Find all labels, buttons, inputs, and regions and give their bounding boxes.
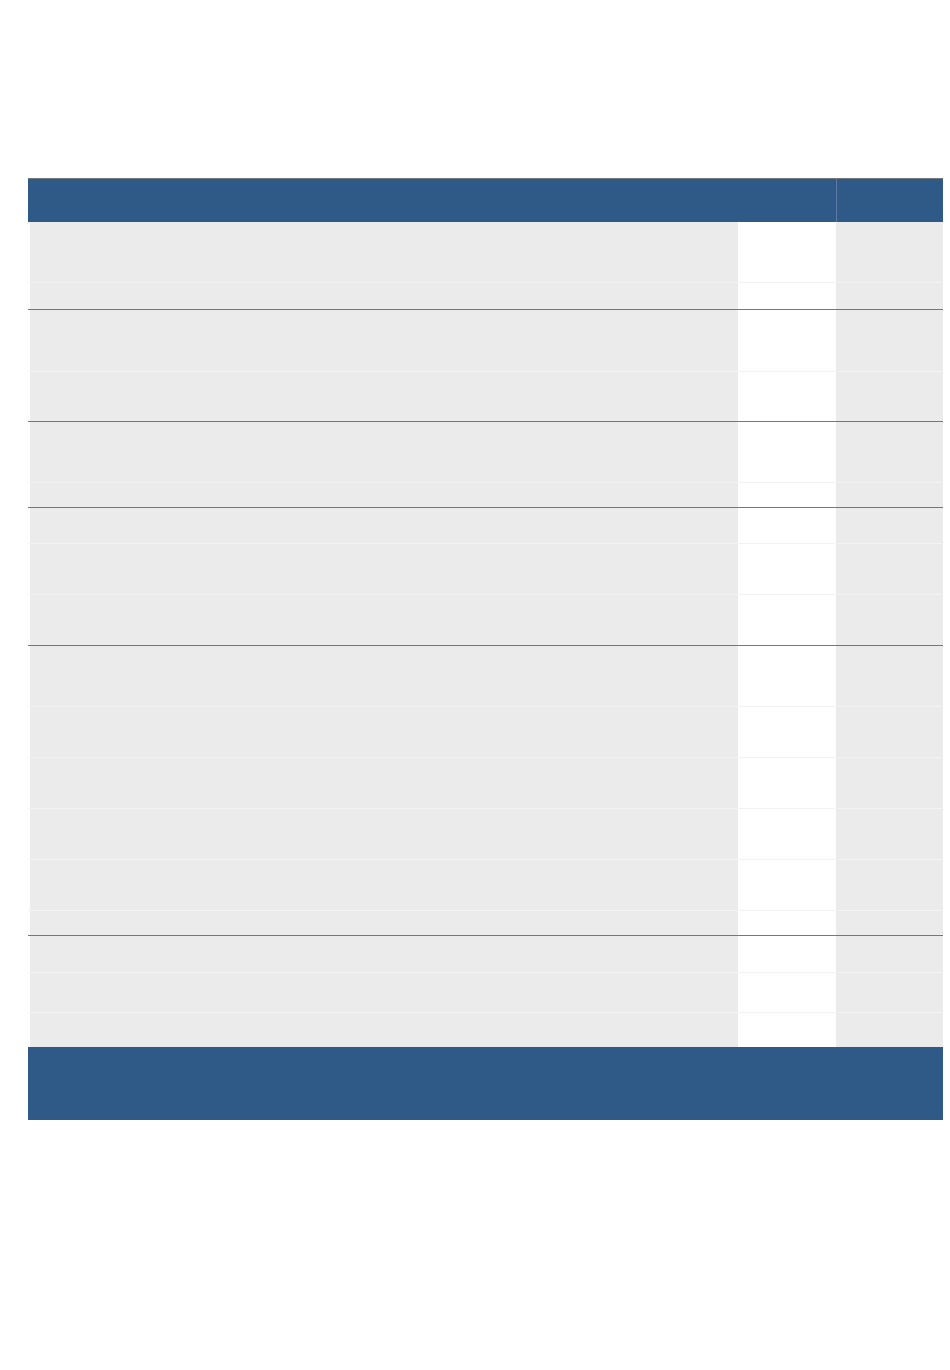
table-cell (30, 310, 738, 371)
table-cell (836, 483, 943, 507)
table-cell (30, 372, 738, 421)
table-cell (30, 646, 738, 706)
table-row (28, 910, 943, 935)
table-row (28, 935, 943, 972)
table-cell (738, 283, 836, 309)
data-table (28, 178, 943, 1120)
table-cell (836, 544, 943, 594)
table-cell (836, 758, 943, 808)
table-row (28, 282, 943, 309)
table-cell (836, 707, 943, 757)
table-cell (30, 973, 738, 1012)
table-row (28, 507, 943, 543)
table-cell (738, 758, 836, 808)
header-divider (836, 179, 837, 222)
table-row (28, 1012, 943, 1047)
table-cell (30, 1013, 738, 1047)
table-row (28, 706, 943, 757)
table-cell (738, 222, 836, 282)
table-cell (30, 422, 738, 482)
table-row (28, 222, 943, 282)
table-row (28, 309, 943, 371)
table-cell (738, 646, 836, 706)
table-cell (738, 508, 836, 543)
table-cell (836, 422, 943, 482)
table-row (28, 371, 943, 421)
table-cell (836, 283, 943, 309)
table-cell (30, 911, 738, 935)
table-cell (738, 595, 836, 645)
table-cell (836, 911, 943, 935)
table-cell (738, 483, 836, 507)
table-cell (738, 860, 836, 910)
table-row (28, 482, 943, 507)
table-cell (738, 911, 836, 935)
table-cell (738, 973, 836, 1012)
table-cell (836, 508, 943, 543)
table-cell (30, 222, 738, 282)
table-cell (30, 936, 738, 972)
table-cell (30, 809, 738, 859)
table-row (28, 808, 943, 859)
table-row (28, 645, 943, 706)
table-cell (738, 936, 836, 972)
table-cell (836, 809, 943, 859)
table-cell (738, 707, 836, 757)
table-cell (836, 936, 943, 972)
table-cell (836, 860, 943, 910)
table-row (28, 972, 943, 1012)
table-cell (30, 707, 738, 757)
table-cell (836, 646, 943, 706)
table-cell (836, 372, 943, 421)
table-row (28, 594, 943, 645)
table-cell (30, 758, 738, 808)
table-footer (28, 1047, 943, 1120)
table-body (28, 222, 943, 1047)
table-row (28, 421, 943, 482)
table-cell (836, 310, 943, 371)
table-cell (836, 222, 943, 282)
table-cell (738, 809, 836, 859)
table-cell (30, 283, 738, 309)
table-row (28, 859, 943, 910)
table-cell (836, 1013, 943, 1047)
table-cell (738, 310, 836, 371)
table-cell (738, 544, 836, 594)
table-header (28, 178, 943, 222)
table-cell (738, 422, 836, 482)
table-cell (836, 595, 943, 645)
table-cell (738, 372, 836, 421)
table-cell (30, 860, 738, 910)
table-cell (30, 544, 738, 594)
table-cell (30, 595, 738, 645)
table-cell (738, 1013, 836, 1047)
table-row (28, 543, 943, 594)
table-cell (836, 973, 943, 1012)
table-cell (30, 508, 738, 543)
table-cell (30, 483, 738, 507)
table-row (28, 757, 943, 808)
